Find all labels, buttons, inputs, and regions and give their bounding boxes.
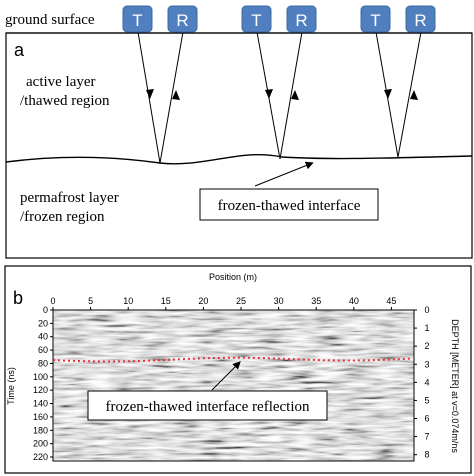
- transmitter-antenna-2: T: [241, 5, 272, 33]
- reflection-callout-text: frozen-thawed interface reflection: [105, 399, 310, 415]
- ray-paths: [137, 31, 422, 164]
- ray-arrow-down-1: [146, 89, 154, 99]
- y-tick-label: 160: [33, 412, 48, 422]
- radargram: [53, 310, 414, 461]
- ray-up-3: [397, 31, 422, 158]
- y-tick-label: 0: [43, 305, 48, 315]
- frozen-region-label: /frozen region: [20, 209, 105, 225]
- y-tick-label: 200: [33, 439, 48, 449]
- reflection-callout-box: [87, 390, 328, 421]
- y-tick-label: 20: [38, 318, 48, 328]
- y-tick-label: 100: [33, 372, 48, 382]
- receiver-antenna-2: R: [286, 5, 317, 33]
- y-tick-label: 140: [33, 399, 48, 409]
- y2-tick-label: 3: [424, 359, 429, 369]
- panel-a: ground surface a active layer /thawed re…: [5, 5, 473, 259]
- transmitter-label-1: T: [132, 11, 142, 30]
- panel-b-label: b: [13, 288, 23, 308]
- interface-callout-arrow: [254, 161, 314, 187]
- ground-surface-label: ground surface: [5, 12, 95, 28]
- y2-tick-label: 0: [424, 305, 429, 315]
- y-axis-title: Time (ns): [6, 367, 16, 405]
- ray-up-2: [279, 31, 303, 160]
- x-tick-label: 35: [311, 296, 321, 306]
- y-tick-label: 120: [33, 385, 48, 395]
- y-tick-label: 180: [33, 425, 48, 435]
- x-tick-label: 10: [123, 296, 133, 306]
- interface-callout-text: frozen-thawed interface: [218, 198, 361, 214]
- ray-arrow-up-3: [410, 90, 418, 100]
- y2-axis-title: DEPTH [METER] at v=0.074m/ns: [450, 319, 460, 453]
- receiver-label-2: R: [295, 11, 307, 30]
- y2-axis-ticks: 0 1 2 3 4 5 6 7 8: [414, 305, 430, 460]
- receiver-label-3: R: [414, 11, 426, 30]
- x-tick-label: 30: [274, 296, 284, 306]
- y2-tick-label: 8: [424, 450, 429, 460]
- transmitter-label-2: T: [251, 11, 261, 30]
- y-tick-label: 220: [33, 452, 48, 462]
- ray-arrows: [146, 89, 418, 100]
- ray-up-1: [159, 31, 184, 164]
- x-tick-label: 5: [88, 296, 93, 306]
- y-tick-label: 60: [38, 345, 48, 355]
- transmitter-antenna-1: T: [122, 5, 153, 33]
- panel-b-frame: [4, 265, 472, 474]
- y2-tick-label: 1: [424, 323, 429, 333]
- x-tick-label: 20: [198, 296, 208, 306]
- thawed-region-label: /thawed region: [20, 93, 110, 109]
- receiver-label-1: R: [176, 11, 188, 30]
- transmitter-antenna-3: T: [360, 5, 391, 33]
- x-tick-label: 40: [349, 296, 359, 306]
- radargram-texture: [53, 310, 414, 461]
- ray-arrow-down-3: [384, 89, 392, 99]
- ray-arrow-up-1: [172, 90, 180, 100]
- y-axis-ticks: 0 20 40 60 80 100 120 140 160 180 200 220: [33, 305, 53, 462]
- ray-arrow-down-2: [265, 89, 273, 99]
- permafrost-layer-label: permafrost layer: [20, 190, 119, 206]
- y2-tick-label: 6: [424, 414, 429, 424]
- panel-b: b Position (m) Time (ns) DEPTH [METER] a…: [4, 265, 472, 474]
- x-tick-label: 0: [50, 296, 55, 306]
- y2-tick-label: 5: [424, 395, 429, 405]
- y-tick-label: 40: [38, 332, 48, 342]
- ray-arrow-up-2: [291, 90, 299, 100]
- antennas: T R T R T R: [122, 5, 436, 33]
- frozen-thawed-interface-curve: [5, 153, 473, 165]
- ray-down-1: [137, 31, 161, 164]
- x-tick-label: 25: [236, 296, 246, 306]
- interface-reflection-line: [52, 356, 414, 363]
- x-axis-title: Position (m): [209, 272, 257, 282]
- y2-tick-label: 7: [424, 432, 429, 442]
- x-axis-ticks: 0 5 10 15 20 25 30 35 40 45: [50, 296, 396, 310]
- y2-tick-label: 2: [424, 341, 429, 351]
- y-tick-label: 80: [38, 358, 48, 368]
- panel-a-label: a: [14, 40, 25, 60]
- x-tick-label: 45: [386, 296, 396, 306]
- active-layer-label: active layer: [26, 74, 96, 90]
- interface-callout-box: [199, 188, 379, 221]
- radargram-border: [52, 309, 415, 462]
- transmitter-label-3: T: [370, 11, 380, 30]
- receiver-antenna-1: R: [167, 5, 198, 33]
- panel-a-frame: [5, 32, 473, 259]
- x-tick-label: 15: [161, 296, 171, 306]
- receiver-antenna-3: R: [405, 5, 436, 33]
- y2-tick-label: 4: [424, 377, 429, 387]
- reflection-callout-arrow: [211, 361, 241, 391]
